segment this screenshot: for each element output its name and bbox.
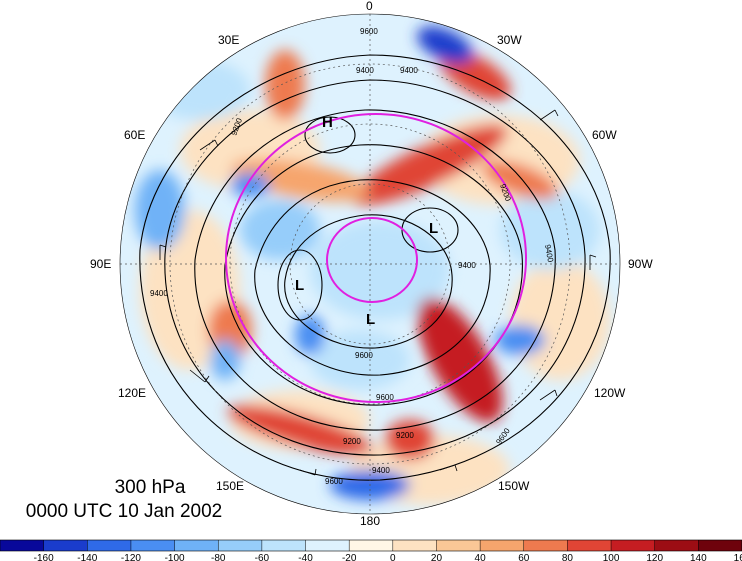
colorbar-swatch [567, 540, 612, 551]
colorbar-swatch [654, 540, 699, 551]
colorbar-swatch [87, 540, 132, 551]
title-pressure-level: 300 hPa [114, 477, 186, 498]
lon-label-180: 180 [360, 514, 380, 528]
colorbar-swatch [392, 540, 437, 551]
colorbar-swatch [305, 540, 350, 551]
lon-label-120w: 120W [594, 386, 626, 400]
lon-label-90e: 90E [90, 257, 111, 271]
map-disk: 9600 9400 9400 9200 9200 9400 9600 9200 … [120, 14, 620, 514]
colorbar-tick-label: 120 [646, 553, 663, 561]
colorbar-tick-label: -160 [34, 553, 54, 561]
colorbar-swatch [218, 540, 263, 551]
lon-label-30w: 30W [497, 33, 522, 47]
colorbar-swatch [698, 540, 742, 551]
colorbar-swatch [174, 540, 219, 551]
contour-label: 9200 [396, 431, 414, 440]
colorbar-tick-label: -20 [342, 553, 357, 561]
colorbar-swatch [611, 540, 656, 551]
polar-reference-circles [225, 113, 527, 403]
colorbar-swatch [480, 540, 525, 551]
colorbar-tick-label: 40 [475, 553, 487, 561]
colorbar-swatch [523, 540, 568, 551]
low-center-arctic: L [366, 311, 375, 328]
contour-label: 9600 [355, 351, 373, 360]
lon-label-90w: 90W [628, 257, 653, 271]
lon-label-30e: 30E [218, 33, 239, 47]
contour-label: 9600 [325, 477, 343, 486]
low-center-siberia: L [295, 277, 304, 294]
lon-label-0: 0 [366, 0, 373, 13]
high-center-eurasia: H [322, 114, 333, 131]
lon-label-60e: 60E [124, 128, 145, 142]
colorbar-tick-label: -40 [298, 553, 313, 561]
colorbar-swatch [0, 540, 45, 551]
contour-label: 9400 [356, 66, 374, 75]
contour-label: 9400 [458, 261, 476, 270]
low-center-canada: L [429, 220, 438, 237]
colorbar-tick-label: -100 [165, 553, 185, 561]
colorbar-tick-label: 20 [431, 553, 443, 561]
colorbar-tick-label: -140 [77, 553, 97, 561]
contour-label: 9400 [150, 289, 168, 298]
colorbar-swatch [436, 540, 481, 551]
longitude-labels: 0 30W 60W 90W 120W 150W 180 150E 120E 90… [90, 0, 653, 528]
colorbar-tick-label: 140 [690, 553, 707, 561]
lon-label-120e: 120E [118, 386, 146, 400]
colorbar-tick-label: -120 [121, 553, 141, 561]
graticule [120, 14, 620, 514]
colorbar-swatch [349, 540, 394, 551]
contour-label: 9600 [360, 27, 378, 36]
colorbar-swatch [43, 540, 88, 551]
title-valid-time: 0000 UTC 10 Jan 2002 [25, 501, 223, 522]
contour-label: 9400 [372, 466, 390, 475]
colorbar-frame [0, 539, 742, 552]
colorbar-tick-label: 80 [562, 553, 574, 561]
pressure-centers: H L L L [295, 114, 438, 328]
colorbar-swatch [261, 540, 307, 551]
colorbar: -160 -140 -120 -100 -80 -60 -40 -20 0 20 40 60 80 100… [0, 539, 742, 561]
contour-label: 9400 [543, 244, 555, 264]
colorbar-tick-label: -60 [255, 553, 270, 561]
contour-label: 9600 [376, 393, 394, 402]
map-boundary [119, 13, 621, 515]
lon-label-150e: 150E [216, 479, 244, 493]
colorbar-tick-label: 100 [603, 553, 620, 561]
contour-label: 9200 [343, 437, 361, 446]
contour-label: 9400 [400, 66, 418, 75]
colorbar-tick-label: 160 [734, 553, 742, 561]
lon-label-60w: 60W [592, 128, 617, 142]
colorbar-tick-label: -80 [211, 553, 226, 561]
colorbar-swatch [130, 540, 176, 551]
wind-barbs [159, 109, 597, 476]
height-contours [139, 54, 611, 481]
lon-label-150w: 150W [498, 479, 530, 493]
colorbar-tick-label: 60 [518, 553, 530, 561]
colorbar-tick-label: 0 [390, 553, 396, 561]
